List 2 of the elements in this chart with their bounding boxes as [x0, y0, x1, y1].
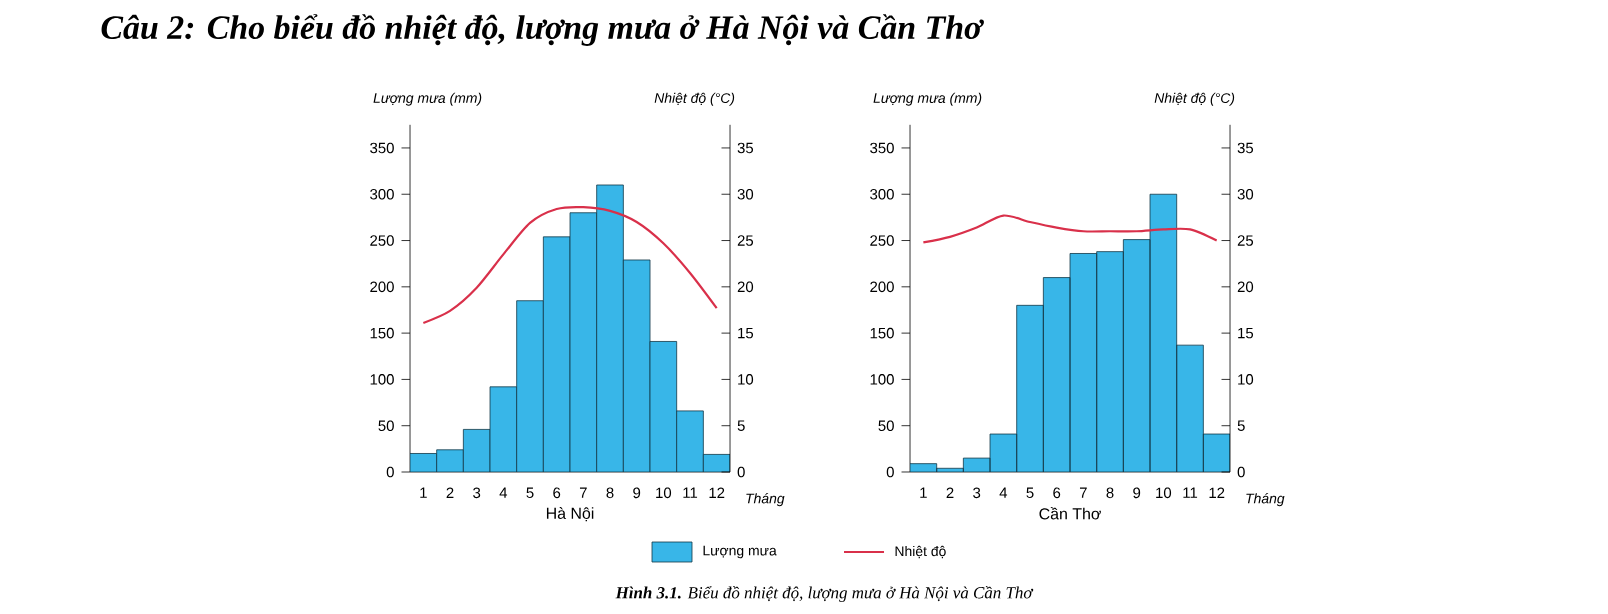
text: Câu 2: Cho biểu đồ nhiệt độ, lượng mưa ở Hà Nội và Cần Thơ — [101, 14, 984, 46]
text: Hình 3.1. Biểu đồ nhiệt độ, lượng mưa ở Hà Nội và Cần Thơ — [615, 586, 1034, 602]
